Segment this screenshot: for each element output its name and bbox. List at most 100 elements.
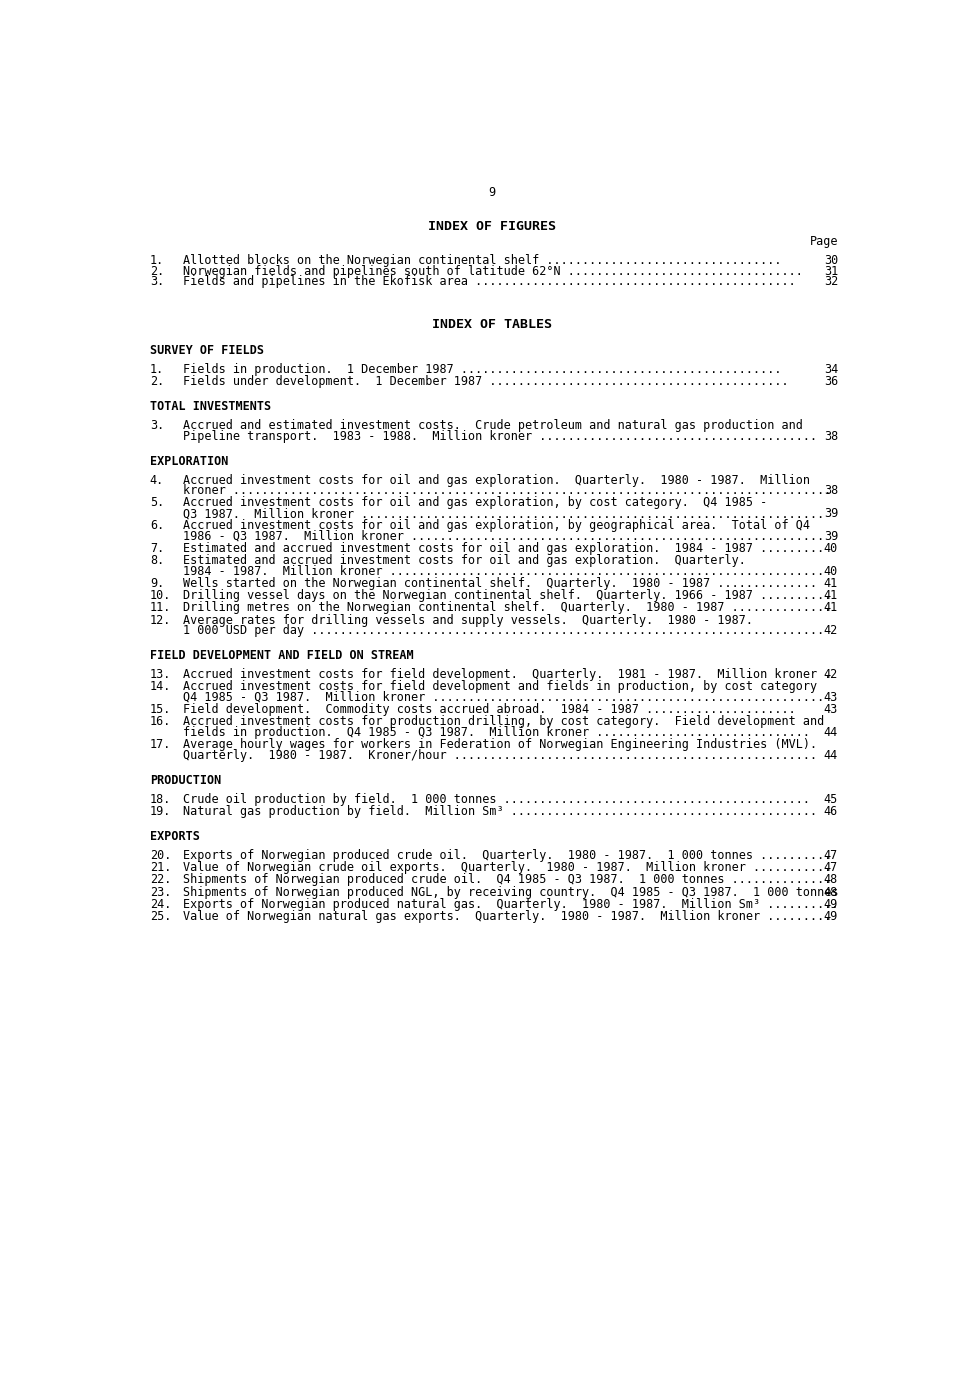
Text: fields in production.  Q4 1985 - Q3 1987.  Million kroner ......................: fields in production. Q4 1985 - Q3 1987.…	[183, 725, 810, 739]
Text: Accrued investment costs for field development.  Quarterly.  1981 - 1987.  Milli: Accrued investment costs for field devel…	[183, 669, 831, 681]
Text: 47: 47	[824, 861, 838, 874]
Text: 5.: 5.	[150, 497, 164, 509]
Text: 38: 38	[824, 484, 838, 498]
Text: Average rates for drilling vessels and supply vessels.  Quarterly.  1980 - 1987.: Average rates for drilling vessels and s…	[183, 613, 754, 627]
Text: 7.: 7.	[150, 542, 164, 555]
Text: 1986 - Q3 1987.  Million kroner ................................................: 1986 - Q3 1987. Million kroner .........…	[183, 530, 825, 542]
Text: Exports of Norwegian produced natural gas.  Quarterly.  1980 - 1987.  Million Sm: Exports of Norwegian produced natural ga…	[183, 897, 839, 911]
Text: 40: 40	[824, 542, 838, 555]
Text: 43: 43	[824, 691, 838, 705]
Text: 34: 34	[824, 363, 838, 376]
Text: 39: 39	[824, 508, 838, 520]
Text: 44: 44	[824, 749, 838, 761]
Text: Estimated and accrued investment costs for oil and gas exploration.  Quarterly.: Estimated and accrued investment costs f…	[183, 555, 746, 567]
Text: Accrued investment costs for oil and gas exploration, by geographical area.  Tot: Accrued investment costs for oil and gas…	[183, 519, 810, 533]
Text: Q3 1987.  Million kroner .......................................................: Q3 1987. Million kroner ................…	[183, 508, 825, 520]
Text: 48: 48	[824, 874, 838, 886]
Text: Fields under development.  1 December 1987 .....................................: Fields under development. 1 December 198…	[183, 374, 789, 388]
Text: 1.: 1.	[150, 254, 164, 268]
Text: 47: 47	[824, 849, 838, 861]
Text: Accrued investment costs for production drilling, by cost category.  Field devel: Accrued investment costs for production …	[183, 716, 825, 728]
Text: 13.: 13.	[150, 669, 171, 681]
Text: Accrued investment costs for oil and gas exploration, by cost category.  Q4 1985: Accrued investment costs for oil and gas…	[183, 497, 767, 509]
Text: 22.: 22.	[150, 874, 171, 886]
Text: Value of Norwegian crude oil exports.  Quarterly.  1980 - 1987.  Million kroner : Value of Norwegian crude oil exports. Qu…	[183, 861, 831, 874]
Text: 43: 43	[824, 703, 838, 716]
Text: EXPLORATION: EXPLORATION	[150, 455, 228, 467]
Text: 9.: 9.	[150, 577, 164, 589]
Text: 9: 9	[489, 186, 495, 198]
Text: 42: 42	[824, 624, 838, 637]
Text: 38: 38	[824, 430, 838, 442]
Text: Fields and pipelines in the Ekofisk area .......................................: Fields and pipelines in the Ekofisk area…	[183, 275, 796, 288]
Text: 48: 48	[824, 885, 838, 899]
Text: Accrued investment costs for field development and fields in production, by cost: Accrued investment costs for field devel…	[183, 681, 817, 694]
Text: 15.: 15.	[150, 703, 171, 716]
Text: EXPORTS: EXPORTS	[150, 829, 200, 843]
Text: 1.: 1.	[150, 363, 164, 376]
Text: 1984 - 1987.  Million kroner ...................................................: 1984 - 1987. Million kroner ............…	[183, 565, 825, 578]
Text: 17.: 17.	[150, 738, 171, 752]
Text: Quarterly.  1980 - 1987.  Kroner/hour ..........................................: Quarterly. 1980 - 1987. Kroner/hour ....…	[183, 749, 817, 761]
Text: 3.: 3.	[150, 419, 164, 433]
Text: Drilling vessel days on the Norwegian continental shelf.  Quarterly. 1966 - 1987: Drilling vessel days on the Norwegian co…	[183, 589, 831, 602]
Text: Shipments of Norwegian produced NGL, by receiving country.  Q4 1985 - Q3 1987.  : Shipments of Norwegian produced NGL, by …	[183, 885, 839, 899]
Text: 3.: 3.	[150, 275, 164, 288]
Text: kroner .........................................................................: kroner .................................…	[183, 484, 831, 498]
Text: PRODUCTION: PRODUCTION	[150, 774, 221, 786]
Text: Wells started on the Norwegian continental shelf.  Quarterly.  1980 - 1987 .....: Wells started on the Norwegian continent…	[183, 577, 817, 589]
Text: 30: 30	[824, 254, 838, 268]
Text: Exports of Norwegian produced crude oil.  Quarterly.  1980 - 1987.  1 000 tonnes: Exports of Norwegian produced crude oil.…	[183, 849, 831, 861]
Text: Q4 1985 - Q3 1987.  Million kroner .............................................: Q4 1985 - Q3 1987. Million kroner ......…	[183, 691, 825, 705]
Text: Value of Norwegian natural gas exports.  Quarterly.  1980 - 1987.  Million krone: Value of Norwegian natural gas exports. …	[183, 910, 831, 922]
Text: 39: 39	[824, 530, 838, 542]
Text: Field development.  Commodity costs accrued abroad.  1984 - 1987 ...............: Field development. Commodity costs accru…	[183, 703, 796, 716]
Text: 19.: 19.	[150, 804, 171, 818]
Text: 11.: 11.	[150, 602, 171, 614]
Text: Crude oil production by field.  1 000 tonnes ...................................: Crude oil production by field. 1 000 ton…	[183, 793, 810, 806]
Text: 24.: 24.	[150, 897, 171, 911]
Text: 2.: 2.	[150, 265, 164, 277]
Text: 2.: 2.	[150, 374, 164, 388]
Text: Drilling metres on the Norwegian continental shelf.  Quarterly.  1980 - 1987 ...: Drilling metres on the Norwegian contine…	[183, 602, 831, 614]
Text: Natural gas production by field.  Million Sm³ ..................................: Natural gas production by field. Million…	[183, 804, 817, 818]
Text: FIELD DEVELOPMENT AND FIELD ON STREAM: FIELD DEVELOPMENT AND FIELD ON STREAM	[150, 649, 414, 662]
Text: 41: 41	[824, 577, 838, 589]
Text: Estimated and accrued investment costs for oil and gas exploration.  1984 - 1987: Estimated and accrued investment costs f…	[183, 542, 825, 555]
Text: 18.: 18.	[150, 793, 171, 806]
Text: Norwegian fields and pipelines south of latitude 62°N ..........................: Norwegian fields and pipelines south of …	[183, 265, 804, 277]
Text: 36: 36	[824, 374, 838, 388]
Text: 41: 41	[824, 589, 838, 602]
Text: 25.: 25.	[150, 910, 171, 922]
Text: 14.: 14.	[150, 681, 171, 694]
Text: 6.: 6.	[150, 519, 164, 533]
Text: Page: Page	[809, 234, 838, 248]
Text: Average hourly wages for workers in Federation of Norwegian Engineering Industri: Average hourly wages for workers in Fede…	[183, 738, 817, 752]
Text: 23.: 23.	[150, 885, 171, 899]
Text: Shipments of Norwegian produced crude oil.  Q4 1985 - Q3 1987.  1 000 tonnes ...: Shipments of Norwegian produced crude oi…	[183, 874, 831, 886]
Text: Pipeline transport.  1983 - 1988.  Million kroner ..............................: Pipeline transport. 1983 - 1988. Million…	[183, 430, 817, 442]
Text: 49: 49	[824, 897, 838, 911]
Text: 10.: 10.	[150, 589, 171, 602]
Text: 21.: 21.	[150, 861, 171, 874]
Text: Allotted blocks on the Norwegian continental shelf .............................: Allotted blocks on the Norwegian contine…	[183, 254, 781, 268]
Text: 42: 42	[824, 669, 838, 681]
Text: 1 000 USD per day ..............................................................: 1 000 USD per day ......................…	[183, 624, 825, 637]
Text: SURVEY OF FIELDS: SURVEY OF FIELDS	[150, 344, 264, 356]
Text: 44: 44	[824, 725, 838, 739]
Text: 8.: 8.	[150, 555, 164, 567]
Text: 32: 32	[824, 275, 838, 288]
Text: 40: 40	[824, 565, 838, 578]
Text: 46: 46	[824, 804, 838, 818]
Text: 45: 45	[824, 793, 838, 806]
Text: Fields in production.  1 December 1987 .........................................: Fields in production. 1 December 1987 ..…	[183, 363, 781, 376]
Text: INDEX OF TABLES: INDEX OF TABLES	[432, 318, 552, 330]
Text: 20.: 20.	[150, 849, 171, 861]
Text: 31: 31	[824, 265, 838, 277]
Text: 49: 49	[824, 910, 838, 922]
Text: TOTAL INVESTMENTS: TOTAL INVESTMENTS	[150, 399, 271, 413]
Text: INDEX OF FIGURES: INDEX OF FIGURES	[428, 219, 556, 233]
Text: 16.: 16.	[150, 716, 171, 728]
Text: 41: 41	[824, 602, 838, 614]
Text: 4.: 4.	[150, 473, 164, 487]
